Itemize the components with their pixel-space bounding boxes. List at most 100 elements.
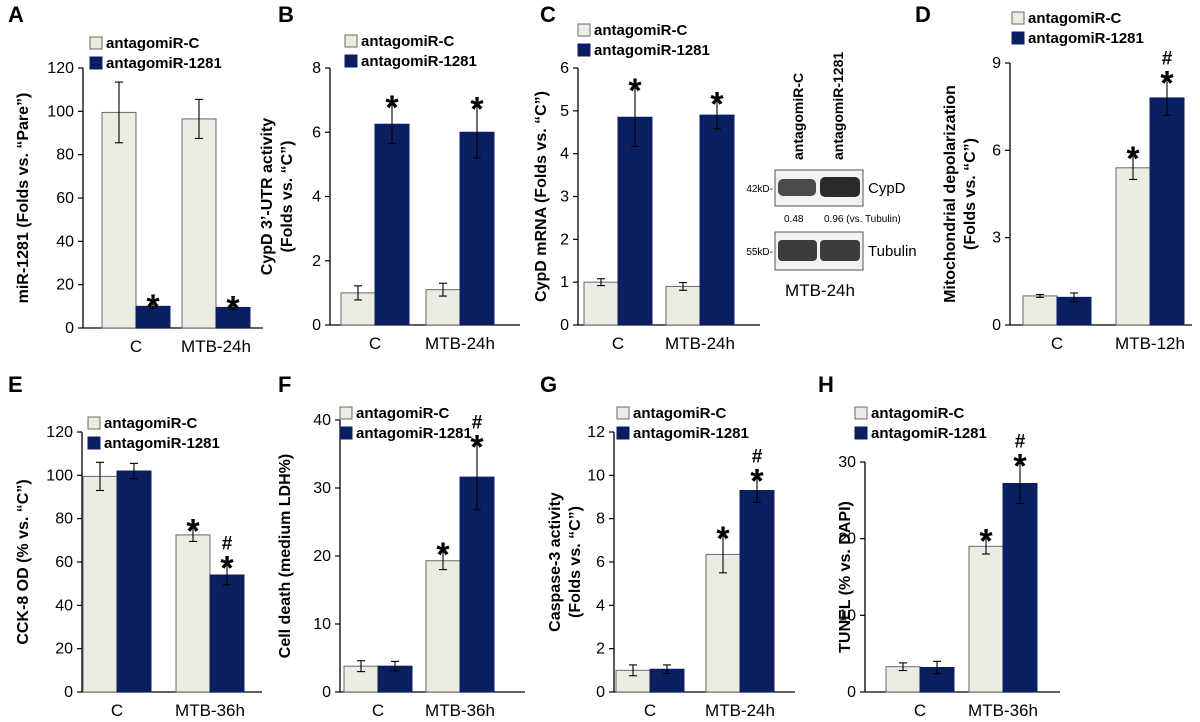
panel-f-legend-label: antagomiR-C: [356, 405, 450, 422]
panel-b-category-label: C: [369, 334, 381, 353]
panel-b-ytick-label: 8: [312, 60, 321, 77]
panel-a-chart: A 0 20 40 60 80 100 120 miR-1281 (Folds vs. “Par…: [8, 2, 263, 356]
panel-c-legend-label: antagomiR-1281: [594, 42, 710, 59]
panel-e-legend-label: antagomiR-1281: [104, 435, 220, 452]
panel-d-letter: D: [915, 2, 931, 27]
panel-f-category-label: C: [372, 701, 384, 720]
panel-g-ytick-label: 10: [587, 467, 605, 484]
panel-f-bar-treated-2: [459, 476, 495, 693]
panel-f-ytick-label: 20: [313, 548, 331, 565]
panel-f-legend-swatch: [339, 406, 353, 420]
panel-g-letter: G: [540, 372, 557, 397]
panel-a-ytick-label: 120: [47, 60, 74, 77]
panel-g-significance-hash: #: [752, 447, 763, 468]
blot-column-label-2: antagomiR-1281: [830, 52, 846, 160]
panel-d-legend-label: antagomiR-C: [1028, 10, 1122, 27]
panel-b-legend-swatch: [344, 34, 358, 48]
panel-g-bar-control-2: [705, 553, 741, 693]
panel-g-significance-star: *: [750, 463, 764, 501]
panel-a-bar-control-1: [101, 111, 137, 329]
panel-b-ytick-label: 2: [312, 253, 321, 270]
blot-tubulin-band-2: [820, 240, 860, 261]
panel-h-legend-swatch: [854, 426, 868, 440]
panel-c-ytick-label: 6: [560, 60, 569, 77]
panel-g-ytick-label: 4: [596, 597, 605, 614]
panel-a-bar-control-2: [181, 118, 217, 329]
panel-c-ylabel: CypD mRNA (Folds vs. “C”): [533, 91, 550, 302]
panel-e-significance-hash: #: [222, 533, 233, 554]
panel-g-ytick-label: 2: [596, 641, 605, 658]
blot-row-label-tubulin: Tubulin: [868, 243, 917, 260]
panel-a-ytick-label: 100: [47, 103, 74, 120]
panel-b-ytick-label: 4: [312, 189, 321, 206]
panel-g-ytick-label: 6: [596, 554, 605, 571]
panel-f-legend-swatch: [339, 426, 353, 440]
panel-a-ytick-label: 60: [56, 190, 74, 207]
panel-c-bar-control-1: [583, 281, 619, 326]
panel-b-legend-label: antagomiR-1281: [361, 53, 477, 70]
panel-d-legend-swatch: [1011, 11, 1025, 25]
panel-d-bar-control-2: [1115, 167, 1151, 326]
panel-g-bar-treated-2: [739, 490, 775, 693]
panel-c-category-label: C: [612, 334, 624, 353]
panel-e-significance-star: *: [186, 512, 200, 550]
panel-d-bar-control-1: [1022, 295, 1058, 326]
panel-d-legend-label: antagomiR-1281: [1028, 30, 1144, 47]
panel-f-significance-star: *: [470, 428, 484, 466]
panel-a-legend-swatch: [89, 36, 103, 50]
panel-d-ytick-label: 0: [992, 317, 1001, 334]
panel-b-significance-star: *: [385, 89, 399, 127]
panel-a-category-label: MTB-24h: [181, 337, 251, 356]
blot-row-label-cypd: CypD: [868, 180, 906, 197]
panel-c-legend-swatch: [577, 23, 591, 37]
panel-f-ylabel: Cell death (medium LDH%): [277, 454, 294, 658]
panel-e-category-label: C: [111, 701, 123, 720]
blot-marker-55kd: 55kD-: [746, 247, 773, 258]
panel-e-ytick-label: 100: [46, 467, 73, 484]
blot-column-label-1: antagomiR-C: [790, 73, 806, 160]
panel-h-ylabel: TUNEL (% vs. DAPI): [837, 501, 854, 653]
blot-quant-2: 0.96 (vs. Tubulin): [824, 214, 901, 225]
panel-h-significance-hash: #: [1015, 432, 1026, 453]
panel-h-significance-star: *: [1013, 448, 1027, 486]
panel-a-ylabel: miR-1281 (Folds vs. “Pare”): [15, 93, 32, 304]
panel-e-bar-treated-1: [116, 470, 152, 693]
blot-quant-1: 0.48: [784, 214, 804, 225]
panel-h-ytick-label: 30: [838, 454, 856, 471]
panel-e-ytick-label: 80: [55, 511, 73, 528]
panel-h-legend-label: antagomiR-C: [871, 405, 965, 422]
panel-d-significance-star: *: [1126, 140, 1140, 178]
panel-c-ytick-label: 5: [560, 103, 569, 120]
panel-c-bar-treated-1: [617, 116, 653, 326]
panel-f-significance-hash: #: [472, 412, 483, 433]
panel-b-chart: B 0 2 4 6 8 CypD 3’-UTR activity (Folds vs. “C”…: [259, 2, 520, 353]
panel-c-bar-treated-2: [699, 114, 735, 326]
panel-c-category-label: MTB-24h: [665, 334, 735, 353]
panel-e-legend-swatch: [87, 416, 101, 430]
blot-cypd-band-2: [820, 177, 860, 197]
panel-f-bar-control-2: [425, 560, 461, 693]
panel-d-bar-treated-2: [1149, 97, 1185, 326]
panel-a-ytick-label: 0: [65, 320, 74, 337]
panel-b-ylabel: CypD 3’-UTR activity (Folds vs. “C”): [259, 118, 296, 275]
panel-g-significance-star: *: [716, 520, 730, 558]
panel-f-ytick-label: 0: [322, 684, 331, 701]
panel-e-ytick-label: 0: [64, 684, 73, 701]
panel-d-significance-hash: #: [1162, 48, 1173, 69]
panel-c-letter: C: [540, 2, 556, 27]
panel-a-significance-star: *: [146, 288, 160, 326]
panel-g-legend-label: antagomiR-1281: [633, 425, 749, 442]
panel-a-legend-label: antagomiR-C: [106, 35, 200, 52]
panel-e-ytick-label: 120: [46, 424, 73, 441]
panel-h-ytick-label: 0: [847, 684, 856, 701]
panel-c-ytick-label: 3: [560, 189, 569, 206]
panel-h-ytick-label: 10: [838, 607, 856, 624]
panel-d-chart: D 0 3 6 9 Mitochondrial depolarization (Folds …: [915, 2, 1192, 353]
blot-cypd-band-1: [778, 179, 816, 196]
panel-h-legend-label: antagomiR-1281: [871, 425, 987, 442]
panel-c-significance-star: *: [628, 72, 642, 110]
panel-e-ytick-label: 40: [55, 597, 73, 614]
panel-e-significance-star: *: [220, 549, 234, 587]
